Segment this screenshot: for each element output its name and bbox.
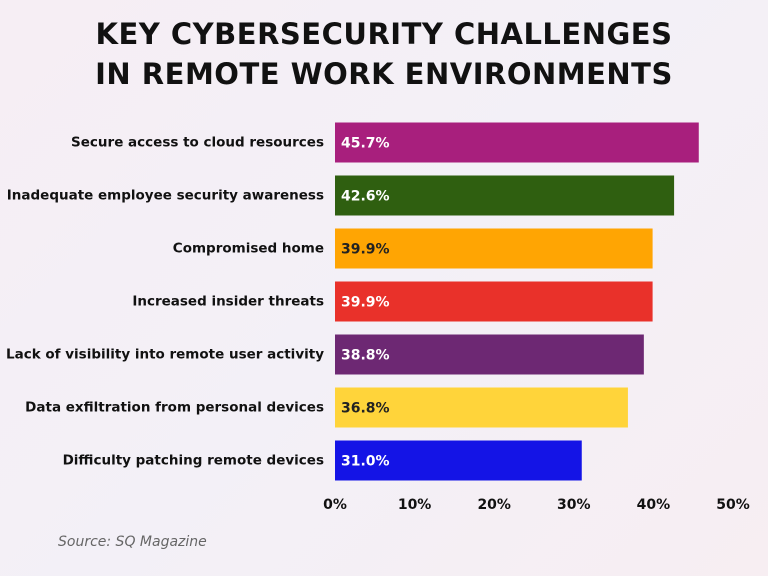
bar — [335, 281, 653, 322]
bar — [335, 122, 699, 163]
bar — [335, 228, 653, 269]
x-tick-label: 50% — [716, 497, 750, 513]
data-label: 45.7% — [341, 136, 390, 152]
y-tick-label: Increased insider threats — [132, 294, 324, 310]
x-tick-label: 40% — [637, 497, 671, 513]
source-note: Source: SQ Magazine — [58, 534, 207, 550]
data-label: 39.9% — [341, 242, 390, 258]
y-tick-label: Data exfiltration from personal devices — [25, 400, 324, 416]
x-tick-label: 30% — [557, 497, 591, 513]
x-tick-label: 10% — [398, 497, 432, 513]
bar — [335, 175, 675, 216]
data-label: 39.9% — [341, 295, 390, 311]
y-tick-label: Compromised home — [173, 241, 324, 257]
x-tick-label: 20% — [477, 497, 511, 513]
bar — [335, 440, 582, 481]
y-tick-label: Difficulty patching remote devices — [63, 453, 324, 469]
data-label: 36.8% — [341, 401, 390, 417]
bar — [335, 387, 628, 428]
data-label: 38.8% — [341, 348, 390, 364]
y-tick-label: Lack of visibility into remote user acti… — [6, 347, 324, 363]
y-tick-label: Inadequate employee security awareness — [7, 188, 324, 204]
x-tick-label: 0% — [323, 497, 347, 513]
y-tick-label: Secure access to cloud resources — [71, 135, 324, 151]
bar — [335, 334, 644, 375]
data-label: 42.6% — [341, 189, 390, 205]
chart-title: KEY CYBERSECURITY CHALLENGES IN REMOTE W… — [95, 17, 673, 91]
data-label: 31.0% — [341, 454, 390, 470]
